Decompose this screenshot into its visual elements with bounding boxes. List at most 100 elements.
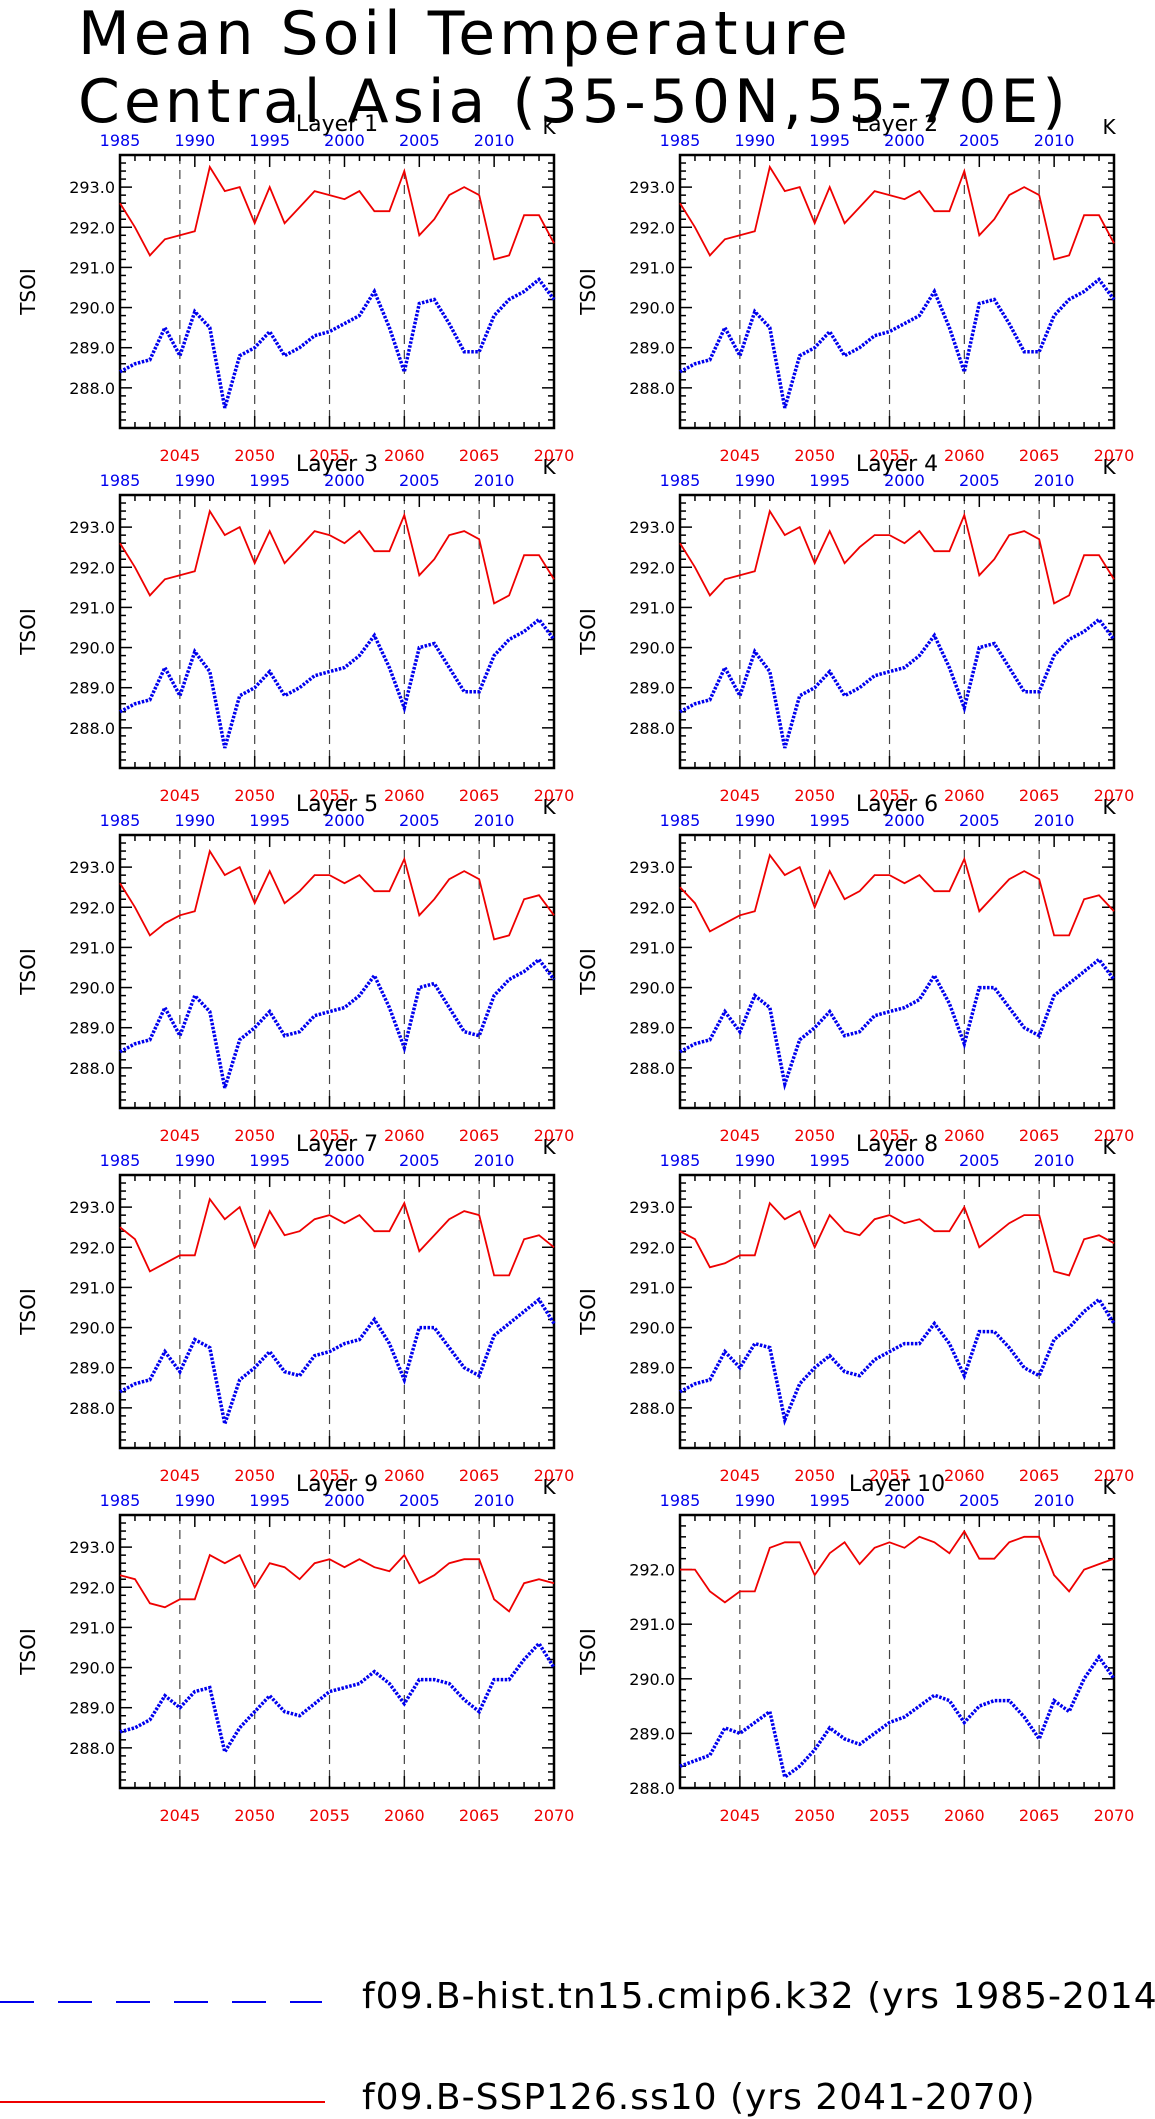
x-top-tick-label: 1985 bbox=[660, 1151, 701, 1170]
y-tick-label: 292.0 bbox=[69, 1578, 115, 1597]
units-label: K bbox=[542, 455, 556, 479]
y-tick-label: 291.0 bbox=[629, 598, 675, 617]
x-bottom-tick-label: 2050 bbox=[794, 1126, 835, 1145]
x-top-tick-label: 2010 bbox=[1034, 1491, 1075, 1510]
y-tick-label: 291.0 bbox=[69, 598, 115, 617]
series-line-ssp bbox=[679, 1201, 1115, 1277]
series-line-hist bbox=[679, 957, 1116, 1091]
y-tick-label: 290.0 bbox=[69, 1659, 115, 1678]
x-bottom-tick-label: 2060 bbox=[384, 1466, 425, 1485]
x-top-tick-label: 1985 bbox=[100, 811, 141, 830]
y-tick-label: 289.0 bbox=[629, 679, 675, 698]
x-top-tick-label: 1990 bbox=[734, 131, 775, 150]
series-line-ssp bbox=[679, 164, 1115, 261]
x-bottom-tick-label: 2065 bbox=[459, 446, 500, 465]
x-bottom-tick-label: 2065 bbox=[1019, 1806, 1060, 1825]
y-tick-label: 291.0 bbox=[69, 1618, 115, 1637]
x-top-tick-label: 1995 bbox=[809, 471, 850, 490]
x-bottom-tick-label: 2070 bbox=[534, 1126, 575, 1145]
y-tick-label: 290.0 bbox=[69, 299, 115, 318]
y-tick-label: 291.0 bbox=[629, 1278, 675, 1297]
x-top-tick-label: 1995 bbox=[809, 1151, 850, 1170]
plot-frame bbox=[678, 1173, 1116, 1450]
x-bottom-tick-label: 2070 bbox=[1094, 1806, 1135, 1825]
x-top-tick-label: 2005 bbox=[959, 1151, 1000, 1170]
series-line-hist bbox=[679, 1296, 1116, 1426]
y-tick-label: 289.0 bbox=[69, 1699, 115, 1718]
legend: f09.B-hist.tn15.cmip6.k32 (yrs 1985-2014… bbox=[0, 1920, 1155, 2119]
y-axis-label: TSOI bbox=[16, 1288, 40, 1336]
panel-title: Layer 2 bbox=[856, 112, 938, 137]
y-tick-label: 290.0 bbox=[69, 979, 115, 998]
plot-frame bbox=[678, 153, 1116, 430]
series-line-ssp bbox=[679, 508, 1115, 605]
x-bottom-tick-label: 2050 bbox=[794, 446, 835, 465]
x-bottom-tick-label: 2055 bbox=[309, 1466, 350, 1485]
panel-layer-3: Layer 3 2045 2050 2055 2060 2065 2070 1985 1990 1… bbox=[16, 452, 574, 805]
y-tick-label: 291.0 bbox=[69, 258, 115, 277]
x-top-tick-label: 1990 bbox=[734, 1151, 775, 1170]
y-tick-label: 291.0 bbox=[629, 938, 675, 957]
x-bottom-tick-label: 2055 bbox=[309, 1126, 350, 1145]
y-tick-label: 292.0 bbox=[69, 1238, 115, 1257]
x-top-tick-label: 2000 bbox=[324, 1491, 365, 1510]
series-line-hist bbox=[679, 1653, 1116, 1781]
y-tick-label: 289.0 bbox=[629, 1359, 675, 1378]
x-bottom-tick-label: 2060 bbox=[384, 1126, 425, 1145]
x-top-tick-label: 2000 bbox=[884, 811, 925, 830]
x-top-tick-label: 2005 bbox=[399, 131, 440, 150]
y-tick-label: 293.0 bbox=[629, 178, 675, 197]
x-bottom-tick-label: 2065 bbox=[459, 786, 500, 805]
x-bottom-tick-label: 2060 bbox=[384, 446, 425, 465]
x-bottom-tick-label: 2045 bbox=[160, 786, 201, 805]
x-top-tick-label: 2005 bbox=[399, 1491, 440, 1510]
x-top-tick-label: 1985 bbox=[100, 471, 141, 490]
x-bottom-tick-label: 2045 bbox=[720, 1466, 761, 1485]
y-axis-label: TSOI bbox=[576, 268, 600, 316]
y-axis-label: TSOI bbox=[16, 268, 40, 316]
x-bottom-tick-label: 2060 bbox=[944, 1126, 985, 1145]
y-axis-label: TSOI bbox=[576, 1288, 600, 1336]
x-top-tick-label: 1990 bbox=[734, 811, 775, 830]
x-top-tick-label: 2005 bbox=[959, 811, 1000, 830]
x-top-tick-label: 2010 bbox=[1034, 1151, 1075, 1170]
x-bottom-tick-label: 2070 bbox=[534, 786, 575, 805]
x-top-tick-label: 1985 bbox=[100, 1151, 141, 1170]
x-bottom-tick-label: 2060 bbox=[944, 1806, 985, 1825]
y-axis-label: TSOI bbox=[576, 608, 600, 656]
x-bottom-tick-label: 2055 bbox=[869, 1126, 910, 1145]
x-bottom-tick-label: 2070 bbox=[1094, 786, 1135, 805]
x-bottom-tick-label: 2050 bbox=[794, 786, 835, 805]
y-tick-label: 288.0 bbox=[69, 1739, 115, 1758]
y-tick-label: 291.0 bbox=[629, 258, 675, 277]
x-top-tick-label: 1990 bbox=[174, 1151, 215, 1170]
series-line-ssp bbox=[680, 1529, 1115, 1604]
units-label: K bbox=[542, 795, 556, 819]
y-tick-label: 292.0 bbox=[69, 898, 115, 917]
x-bottom-tick-label: 2070 bbox=[534, 1806, 575, 1825]
x-top-tick-label: 2005 bbox=[959, 1491, 1000, 1510]
y-tick-label: 290.0 bbox=[629, 1319, 675, 1338]
x-top-tick-label: 1995 bbox=[809, 811, 850, 830]
x-bottom-tick-label: 2045 bbox=[160, 1806, 201, 1825]
panel-layer-5: Layer 5 2045 2050 2055 2060 2065 2070 1985 1990 1… bbox=[16, 792, 574, 1145]
y-tick-label: 291.0 bbox=[69, 1278, 115, 1297]
panel-layer-4: Layer 4 2045 2050 2055 2060 2065 2070 1985 1990 1… bbox=[576, 452, 1134, 805]
series-line-ssp bbox=[119, 848, 555, 941]
x-bottom-tick-label: 2055 bbox=[309, 786, 350, 805]
panel-title: Layer 4 bbox=[856, 452, 938, 477]
y-tick-label: 293.0 bbox=[629, 1198, 675, 1217]
series-line-hist bbox=[679, 617, 1116, 749]
y-axis-label: TSOI bbox=[576, 948, 600, 996]
x-top-tick-label: 2000 bbox=[324, 811, 365, 830]
y-tick-label: 290.0 bbox=[629, 1670, 675, 1689]
x-bottom-tick-label: 2065 bbox=[1019, 1126, 1060, 1145]
x-bottom-tick-label: 2055 bbox=[309, 446, 350, 465]
plot-frame bbox=[118, 1513, 556, 1790]
x-top-tick-label: 2000 bbox=[884, 1491, 925, 1510]
units-label: K bbox=[1102, 1135, 1116, 1159]
y-tick-label: 292.0 bbox=[629, 1561, 675, 1580]
x-bottom-tick-label: 2065 bbox=[459, 1126, 500, 1145]
x-top-tick-label: 2000 bbox=[884, 131, 925, 150]
